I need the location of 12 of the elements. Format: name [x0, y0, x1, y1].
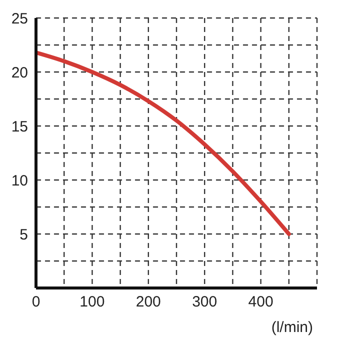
x-tick-label: 300 [192, 294, 218, 311]
y-tick-label: 15 [11, 118, 28, 136]
y-tick-label: 25 [11, 10, 28, 28]
x-tick-label: 200 [136, 294, 161, 311]
y-tick-label: 10 [11, 172, 28, 190]
line-series [36, 50, 291, 236]
x-tick-label: 0 [32, 294, 40, 311]
x-tick-label: 400 [248, 294, 274, 311]
x-tick-label: 100 [80, 294, 105, 311]
x-axis-title: (l/min) [271, 319, 313, 336]
y-tick-label: 20 [11, 64, 28, 82]
y-tick-label: 5 [20, 226, 28, 244]
